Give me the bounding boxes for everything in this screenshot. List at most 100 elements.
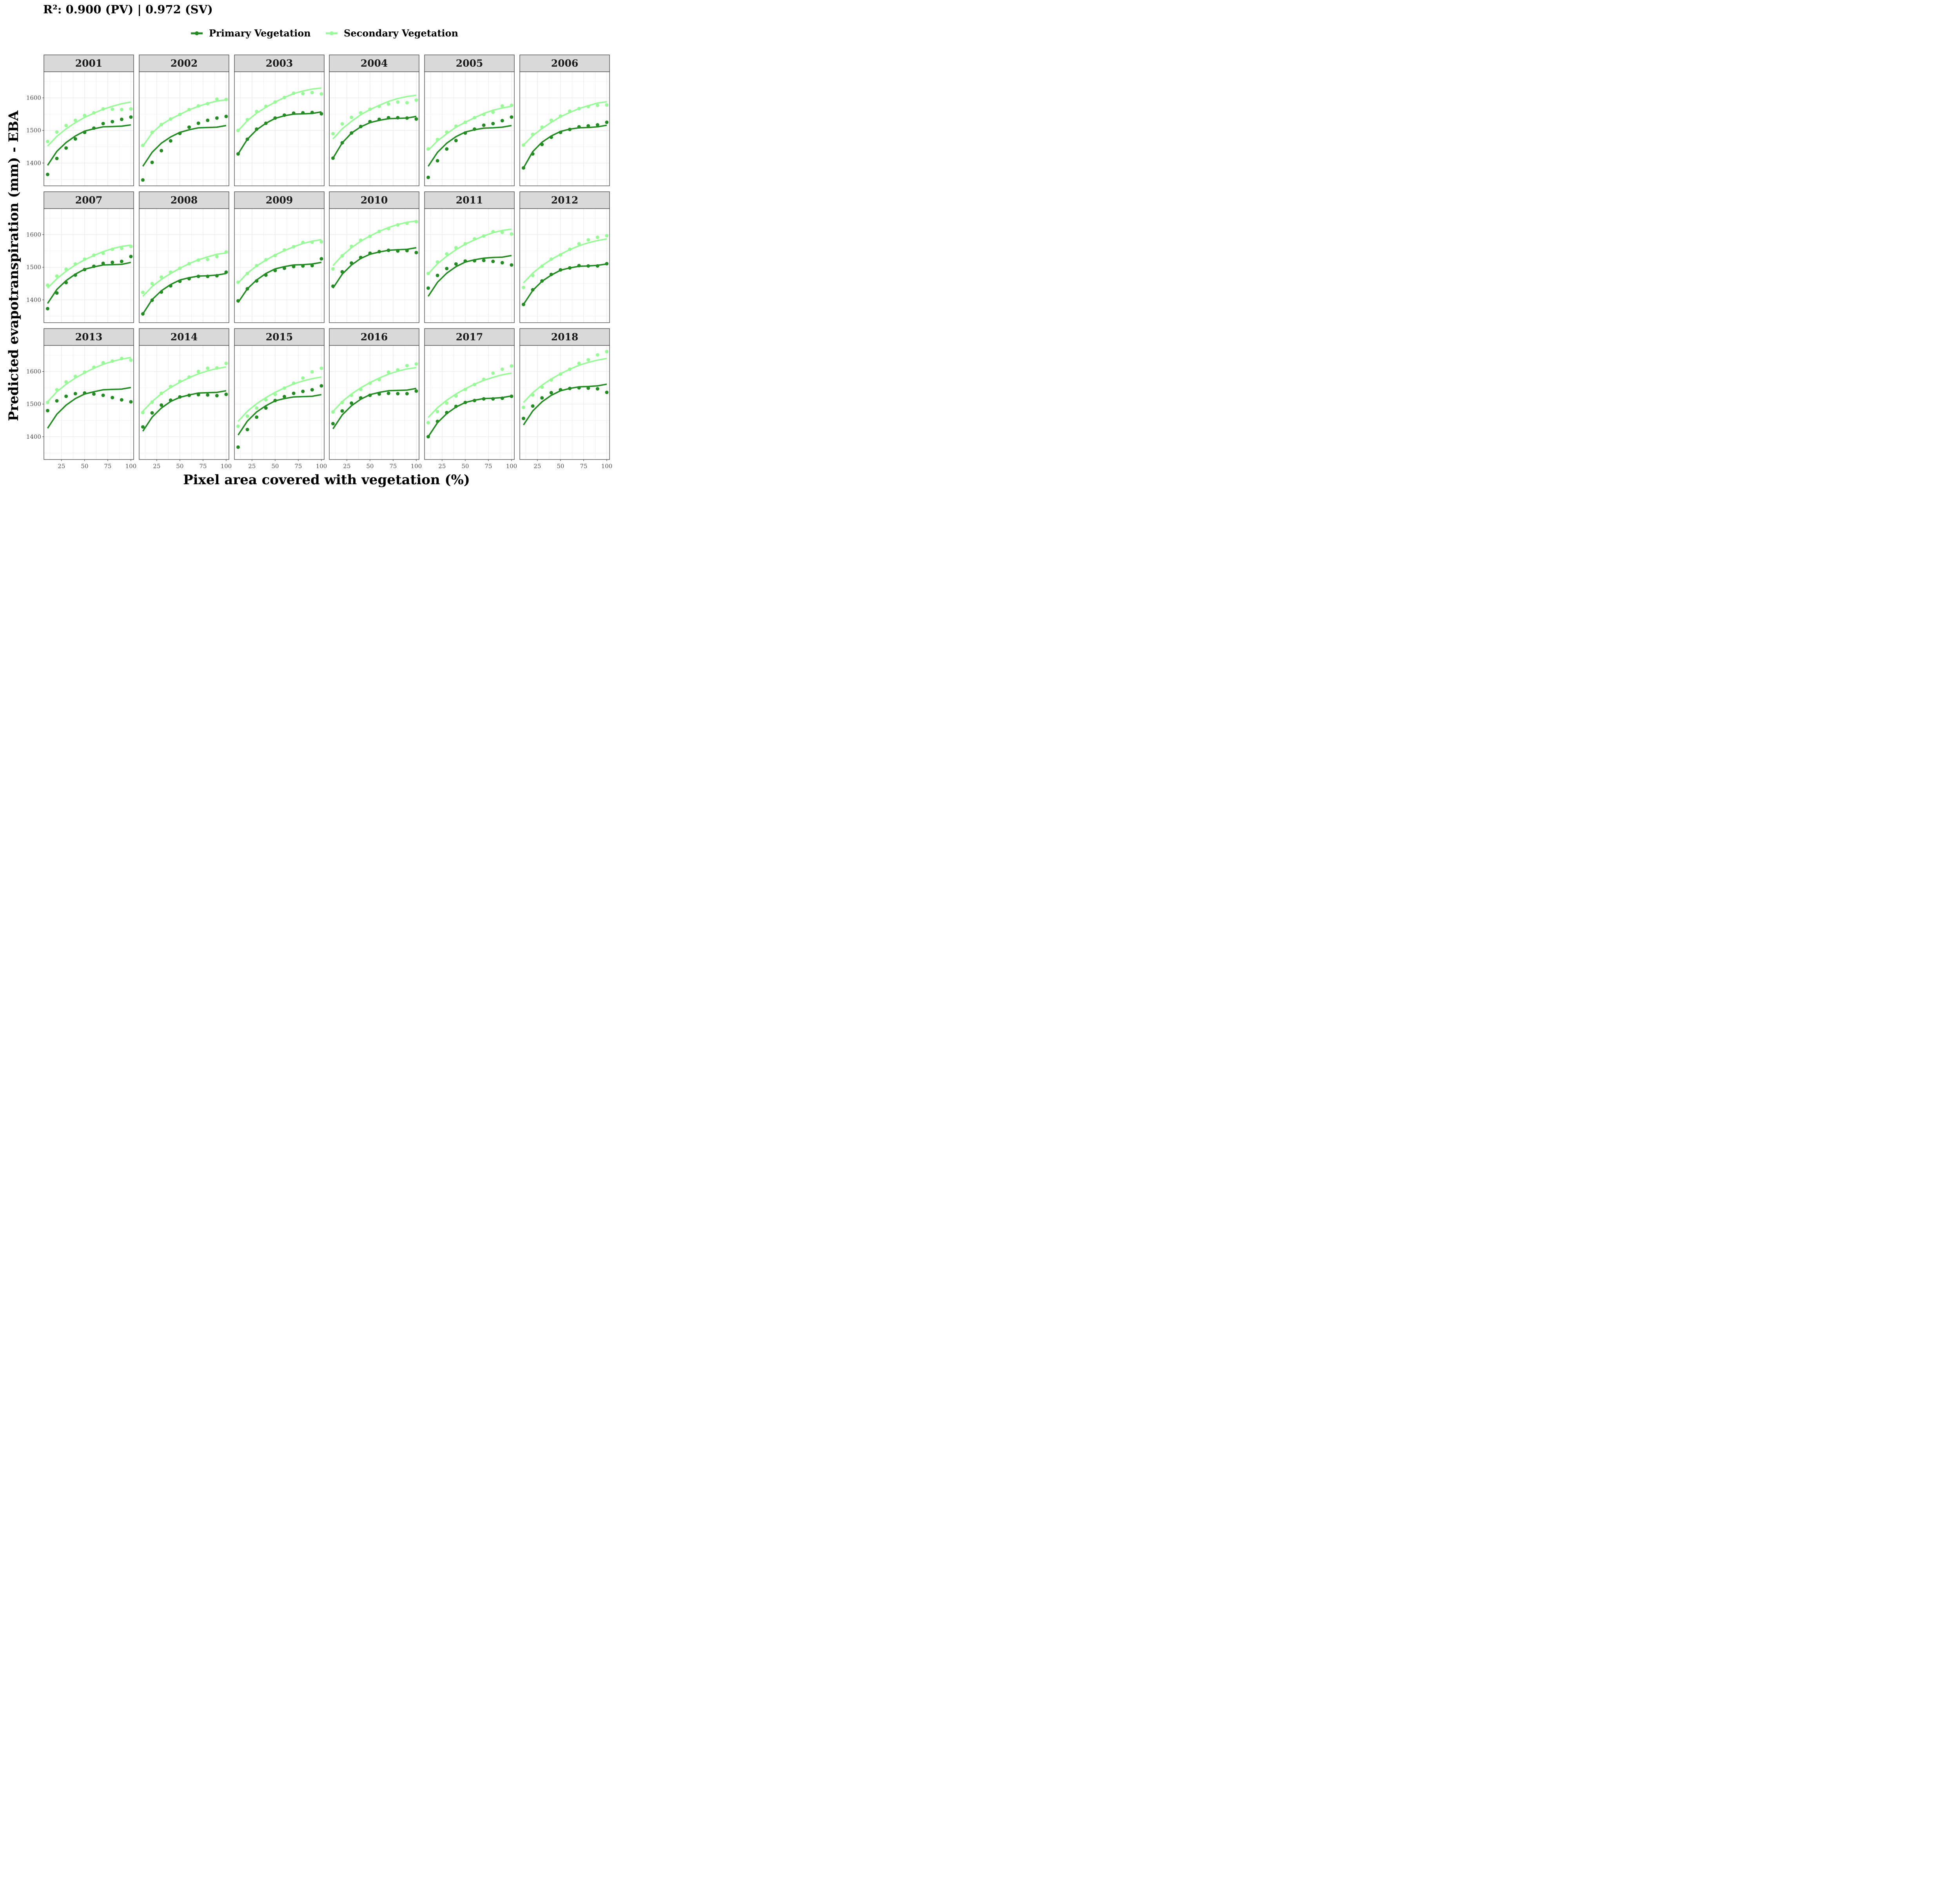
secondary-vegetation-point bbox=[206, 258, 210, 262]
secondary-vegetation-point bbox=[540, 264, 544, 268]
primary-vegetation-point bbox=[482, 397, 486, 401]
primary-vegetation-point bbox=[436, 420, 439, 423]
secondary-vegetation-point bbox=[559, 372, 563, 376]
secondary-vegetation-point bbox=[454, 246, 458, 250]
primary-vegetation-point bbox=[215, 116, 219, 120]
primary-vegetation-point bbox=[445, 411, 449, 414]
facet-strip bbox=[329, 54, 419, 72]
secondary-vegetation-point bbox=[160, 123, 163, 127]
secondary-vegetation-point bbox=[482, 234, 486, 238]
x-tick-label: 100 bbox=[221, 463, 232, 470]
facet-panels: 2001 1400 1500 1600 2002 2003 2004 2005 2006 2007… bbox=[26, 54, 612, 470]
x-tick-label: 100 bbox=[316, 463, 327, 470]
secondary-vegetation-fit-line bbox=[47, 244, 131, 289]
secondary-vegetation-point bbox=[331, 267, 335, 271]
y-tick-label: 1500 bbox=[26, 401, 41, 408]
primary-vegetation-fit-line bbox=[237, 394, 322, 436]
primary-vegetation-fit-line bbox=[237, 262, 322, 303]
primary-vegetation-point bbox=[264, 273, 268, 277]
x-tick-label: 100 bbox=[506, 463, 517, 470]
facet-strip-label: 2014 bbox=[171, 331, 198, 343]
primary-vegetation-point bbox=[45, 307, 49, 311]
primary-vegetation-point bbox=[500, 261, 504, 265]
primary-vegetation-point bbox=[414, 117, 418, 121]
primary-vegetation-fit-line bbox=[332, 116, 417, 159]
secondary-vegetation-point bbox=[245, 271, 249, 275]
facet-strip-label: 2011 bbox=[456, 194, 483, 206]
secondary-vegetation-point bbox=[586, 105, 590, 109]
primary-vegetation-point bbox=[396, 116, 400, 120]
primary-vegetation-point bbox=[368, 393, 372, 397]
secondary-vegetation-point bbox=[292, 381, 296, 385]
primary-vegetation-point bbox=[206, 393, 210, 397]
primary-vegetation-point bbox=[426, 175, 430, 179]
secondary-vegetation-point bbox=[150, 282, 154, 285]
facet-panel-2005: 2005 bbox=[424, 54, 515, 186]
secondary-vegetation-point bbox=[273, 392, 277, 396]
secondary-vegetation-point bbox=[92, 111, 96, 115]
primary-vegetation-point bbox=[414, 389, 418, 393]
facet-panel-2007: 2007 1400 1500 1600 bbox=[26, 191, 134, 323]
primary-vegetation-point bbox=[586, 386, 590, 390]
facet-strip bbox=[234, 328, 325, 346]
panel-background bbox=[520, 72, 610, 186]
primary-vegetation-point bbox=[273, 399, 277, 403]
secondary-vegetation-point bbox=[500, 231, 504, 234]
primary-vegetation-point bbox=[310, 264, 314, 267]
primary-vegetation-point bbox=[540, 396, 544, 400]
primary-vegetation-point bbox=[73, 137, 77, 141]
facet-strip-label: 2001 bbox=[75, 58, 103, 69]
primary-vegetation-point bbox=[160, 149, 163, 153]
facet-strip bbox=[234, 191, 325, 209]
secondary-vegetation-point bbox=[224, 362, 228, 365]
facet-strip-label: 2013 bbox=[75, 331, 103, 343]
primary-vegetation-point bbox=[549, 391, 553, 395]
secondary-vegetation-point bbox=[350, 244, 354, 248]
secondary-vegetation-point bbox=[282, 96, 286, 100]
primary-vegetation-point bbox=[377, 117, 381, 121]
primary-vegetation-fit-line bbox=[427, 125, 512, 167]
secondary-vegetation-point bbox=[559, 253, 563, 257]
primary-vegetation-fit-line bbox=[332, 387, 417, 429]
primary-vegetation-point bbox=[196, 393, 200, 397]
secondary-vegetation-point bbox=[454, 394, 458, 398]
primary-vegetation-point bbox=[340, 270, 344, 274]
facet-strip-label: 2016 bbox=[361, 331, 388, 343]
primary-vegetation-fit-line bbox=[237, 111, 322, 154]
x-tick-label: 25 bbox=[58, 463, 65, 470]
primary-vegetation-point bbox=[273, 269, 277, 272]
primary-vegetation-point bbox=[196, 121, 200, 125]
secondary-vegetation-point bbox=[160, 391, 163, 395]
secondary-vegetation-point bbox=[187, 107, 191, 111]
panel-background bbox=[329, 72, 419, 186]
panel-background bbox=[139, 345, 229, 460]
facet-panel-2003: 2003 bbox=[234, 54, 325, 186]
primary-vegetation-point bbox=[111, 396, 114, 400]
panel-background bbox=[44, 72, 134, 186]
secondary-vegetation-point bbox=[350, 393, 354, 397]
legend-marker-primary bbox=[195, 31, 199, 35]
primary-vegetation-fit-line bbox=[523, 124, 607, 169]
primary-vegetation-point bbox=[224, 392, 228, 396]
secondary-vegetation-point bbox=[73, 118, 77, 122]
primary-vegetation-point bbox=[559, 268, 563, 272]
secondary-vegetation-point bbox=[510, 364, 514, 368]
secondary-vegetation-point bbox=[472, 383, 476, 387]
primary-vegetation-point bbox=[368, 251, 372, 255]
panel-background bbox=[520, 345, 610, 460]
secondary-vegetation-point bbox=[426, 421, 430, 425]
primary-vegetation-point bbox=[169, 139, 172, 143]
y-tick-label: 1400 bbox=[26, 296, 41, 303]
secondary-vegetation-point bbox=[264, 104, 268, 108]
primary-vegetation-point bbox=[310, 388, 314, 392]
primary-vegetation-fit-line bbox=[427, 254, 512, 297]
secondary-vegetation-point bbox=[521, 285, 525, 289]
secondary-vegetation-point bbox=[206, 366, 210, 370]
secondary-vegetation-point bbox=[586, 238, 590, 242]
secondary-vegetation-fit-line bbox=[332, 220, 417, 266]
x-tick-label: 50 bbox=[461, 463, 469, 470]
secondary-vegetation-point bbox=[292, 245, 296, 249]
primary-vegetation-point bbox=[359, 396, 363, 400]
secondary-vegetation-point bbox=[206, 102, 210, 105]
secondary-vegetation-point bbox=[500, 104, 504, 108]
